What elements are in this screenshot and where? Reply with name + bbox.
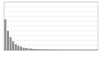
grid-line — [4, 45, 98, 46]
grid-line — [4, 6, 98, 7]
grid-line — [4, 2, 98, 3]
grid-line — [4, 30, 98, 31]
bar — [7, 31, 9, 50]
grid-line — [4, 26, 98, 27]
grid-line — [4, 40, 98, 41]
bar — [15, 44, 17, 50]
bars — [4, 19, 77, 50]
bar — [20, 47, 22, 50]
chart — [0, 0, 100, 62]
bar — [17, 46, 19, 50]
grid-line — [4, 21, 98, 22]
plot-frame — [4, 2, 98, 50]
bar — [4, 19, 6, 50]
bar — [23, 48, 25, 50]
grid-line — [4, 16, 98, 17]
grid-line — [4, 35, 98, 36]
bar — [9, 37, 11, 50]
x-axis — [4, 50, 98, 51]
bar — [12, 41, 14, 50]
grid-line — [4, 11, 98, 12]
